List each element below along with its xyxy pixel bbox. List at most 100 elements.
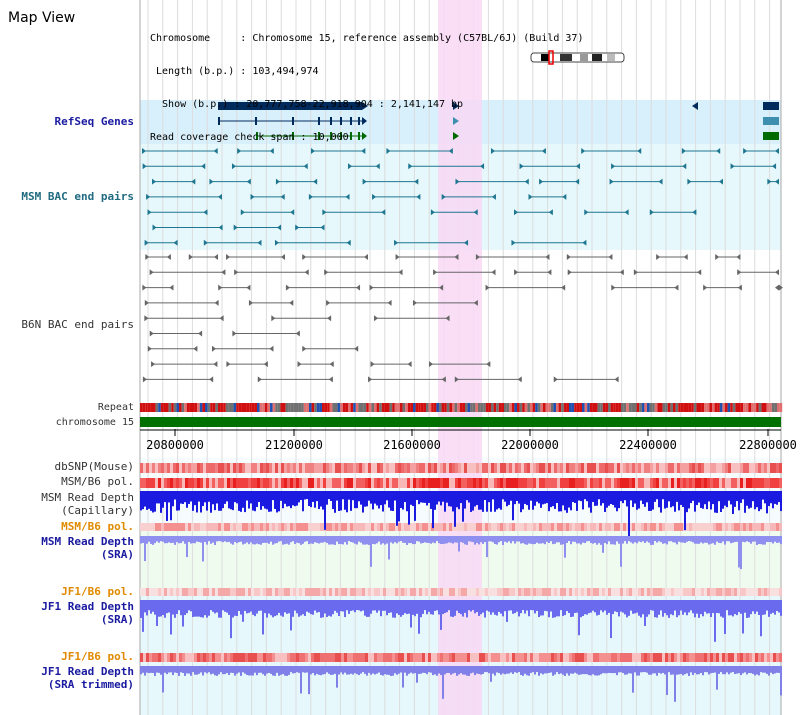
polymorphism-cell — [338, 478, 341, 488]
track-label-msm-b6-pol[interactable]: MSM/B6 pol. — [61, 475, 134, 488]
polymorphism-cell — [230, 478, 233, 488]
polymorphism-cell — [185, 523, 188, 531]
polymorphism-cell — [146, 463, 149, 473]
read-depth-bar — [636, 536, 638, 544]
polymorphism-cell — [533, 463, 536, 473]
bac-end — [246, 178, 251, 185]
read-depth-bar — [314, 600, 316, 611]
read-depth-bar — [502, 536, 504, 545]
polymorphism-cell — [518, 523, 521, 531]
bac-end — [234, 269, 239, 276]
read-depth-bar — [602, 666, 604, 674]
read-depth-bar — [194, 600, 196, 617]
read-depth-bar — [154, 491, 156, 512]
track-label-jf1-depth-sra[interactable]: JF1 Read Depth — [41, 600, 134, 613]
chromosome-line: Chromosome : Chromosome 15, reference as… — [150, 33, 584, 44]
polymorphism-cell — [452, 588, 455, 596]
polymorphism-cell — [590, 588, 593, 596]
polymorphism-cell — [434, 588, 437, 596]
read-depth-bar — [424, 666, 426, 673]
polymorphism-cell — [530, 653, 533, 662]
read-depth-bar — [386, 600, 388, 616]
read-depth-bar — [394, 666, 396, 674]
track-label-msm-depth-sra[interactable]: MSM Read Depth — [41, 535, 134, 548]
track-label-jf1-b6-pol-2[interactable]: JF1/B6 pol. — [61, 650, 134, 663]
read-depth-bar — [180, 666, 182, 673]
read-depth-bar — [586, 666, 588, 675]
read-depth-bar — [208, 666, 210, 673]
track-label-msm-b6-pol-2[interactable]: MSM/B6 pol. — [61, 520, 134, 533]
read-depth-bar — [198, 491, 200, 502]
track-label-msm-depth-capillary[interactable]: MSM Read Depth — [41, 491, 134, 504]
read-depth-bar — [598, 600, 600, 615]
polymorphism-cell — [746, 653, 749, 662]
read-depth-bar — [236, 600, 238, 616]
track-label-dbsnp[interactable]: dbSNP(Mouse) — [54, 460, 134, 473]
repeat-element — [485, 403, 489, 412]
read-depth-bar — [644, 600, 646, 626]
polymorphism-cell — [719, 463, 722, 473]
polymorphism-cell — [437, 588, 440, 596]
read-depth-bar — [244, 666, 246, 674]
polymorphism-cell — [449, 478, 452, 488]
exon — [318, 132, 320, 140]
repeat-element — [777, 403, 780, 412]
polymorphism-cell — [464, 653, 467, 662]
polymorphism-cell — [458, 653, 461, 662]
read-depth-bar — [758, 666, 760, 676]
read-depth-bar — [220, 666, 222, 673]
track-label-refseq-genes[interactable]: RefSeq Genes — [54, 115, 134, 128]
repeat-element — [311, 403, 315, 412]
polymorphism-cell — [482, 523, 485, 531]
repeat-element — [449, 403, 452, 412]
polymorphism-cell — [305, 653, 308, 662]
polymorphism-cell — [380, 653, 383, 662]
read-depth-bar — [428, 600, 430, 612]
polymorphism-cell — [602, 653, 605, 662]
repeat-element — [275, 403, 278, 412]
read-depth-bar — [276, 600, 278, 616]
read-depth-bar — [536, 600, 538, 611]
bac-end — [576, 163, 581, 170]
polymorphism-cell — [713, 523, 716, 531]
polymorphism-cell — [149, 523, 152, 531]
read-depth-bar — [166, 536, 168, 544]
track-label-b6n-bac[interactable]: B6N BAC end pairs — [21, 318, 134, 331]
track-label-jf1-b6-pol[interactable]: JF1/B6 pol. — [61, 585, 134, 598]
read-depth-bar — [490, 666, 492, 682]
repeat-element — [140, 403, 143, 412]
polymorphism-cell — [482, 588, 485, 596]
read-depth-bar — [580, 600, 582, 618]
exon — [330, 132, 332, 140]
polymorphism-cell — [257, 478, 260, 488]
polymorphism-cell — [533, 653, 536, 662]
polymorphism-cell — [464, 463, 467, 473]
bac-end — [214, 299, 219, 306]
read-depth-bar — [482, 666, 484, 674]
polymorphism-cell — [479, 653, 482, 662]
read-depth-bar — [466, 600, 468, 618]
polymorphism-cell — [596, 478, 599, 488]
repeat-element — [491, 403, 494, 412]
read-depth-bar — [256, 666, 258, 676]
bac-end — [327, 315, 332, 322]
polymorphism-cell — [269, 588, 272, 596]
read-depth-bar — [248, 536, 250, 545]
read-depth-bar — [730, 600, 732, 616]
read-depth-bar — [500, 536, 502, 542]
track-label-msm-bac[interactable]: MSM BAC end pairs — [21, 190, 134, 203]
read-depth-bar — [448, 666, 450, 673]
read-depth-bar — [228, 536, 230, 542]
read-depth-bar — [582, 600, 584, 617]
track-label-jf1-depth-trimmed[interactable]: JF1 Read Depth — [41, 665, 134, 678]
polymorphism-cell — [581, 463, 584, 473]
polymorphism-cell — [200, 523, 203, 531]
read-depth-bar — [762, 666, 764, 673]
read-depth-bar — [218, 491, 220, 511]
repeat-element — [423, 403, 426, 412]
polymorphism-cell — [548, 478, 551, 488]
polymorphism-cell — [488, 588, 491, 596]
polymorphism-cell — [500, 478, 503, 488]
polymorphism-cell — [587, 463, 590, 473]
